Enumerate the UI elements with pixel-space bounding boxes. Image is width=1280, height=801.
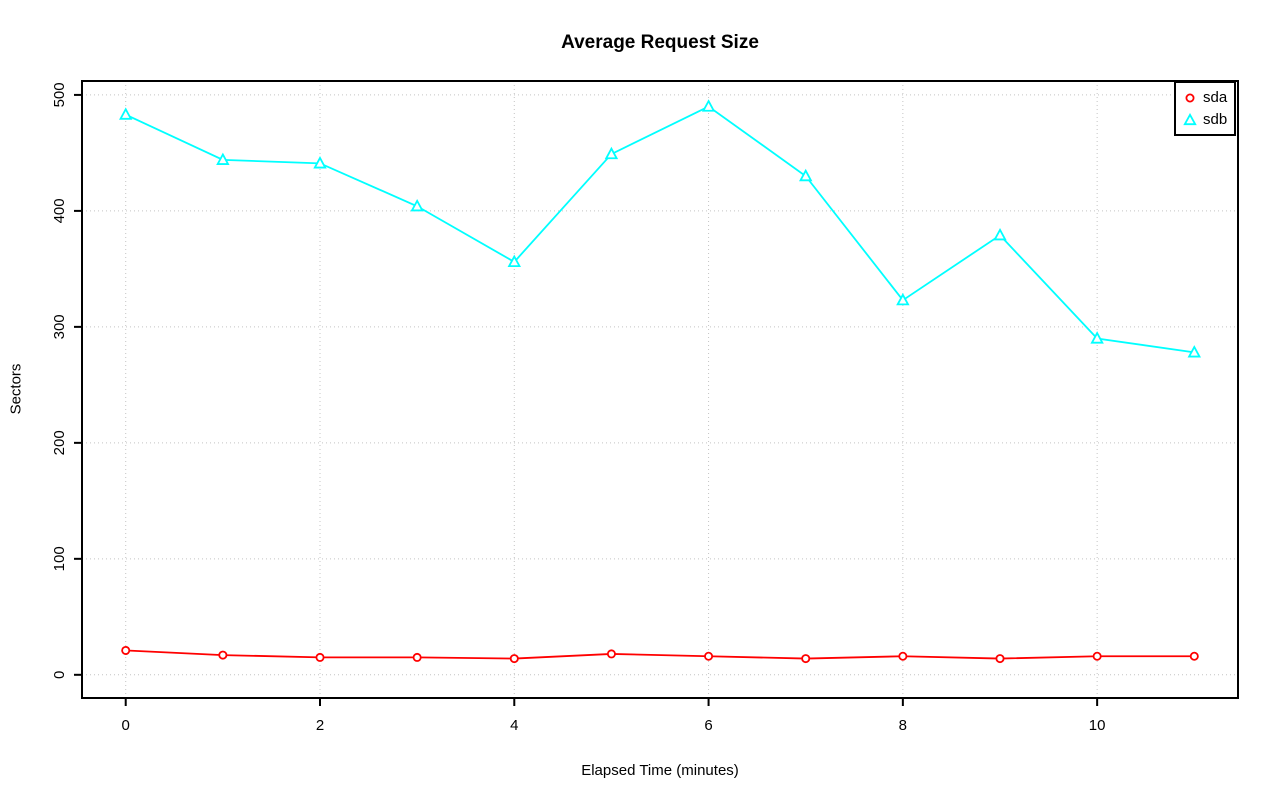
y-tick-label: 300 <box>51 314 68 339</box>
marker-sda <box>315 652 325 662</box>
marker-sdb <box>604 146 619 160</box>
y-tick-label: 500 <box>51 82 68 107</box>
legend-label-sda: sda <box>1203 89 1228 106</box>
marker-sda <box>801 654 811 664</box>
marker-sdb <box>1090 331 1104 344</box>
x-axis-label: Elapsed Time (minutes) <box>581 762 739 779</box>
marker-sda <box>218 650 228 660</box>
y-tick-label: 0 <box>51 671 68 679</box>
series-line-sdb <box>125 105 1195 354</box>
marker-sda <box>898 651 908 661</box>
marker-sdb <box>216 152 230 165</box>
y-tick-label: 100 <box>51 546 68 571</box>
x-tick-label: 2 <box>316 717 324 734</box>
y-tick-label: 400 <box>51 198 68 223</box>
marker-sda <box>995 654 1005 664</box>
marker-sdb <box>993 227 1007 241</box>
marker-sdb <box>1187 345 1202 358</box>
series-line-sda <box>125 649 1195 660</box>
marker-sda <box>704 651 714 661</box>
marker-sdb <box>119 107 133 120</box>
chart-title: Average Request Size <box>561 32 759 53</box>
x-tick-label: 6 <box>704 717 712 734</box>
x-tick-label: 0 <box>122 717 130 734</box>
legend-label-sdb: sdb <box>1203 111 1228 128</box>
sda-circle-marker-icon <box>1185 93 1195 102</box>
marker-sda <box>412 652 422 662</box>
legend-item-sda: sda <box>1183 89 1234 107</box>
marker-sda <box>509 654 519 664</box>
x-tick-label: 8 <box>899 717 907 734</box>
x-tick-label: 4 <box>510 717 518 734</box>
marker-sdb <box>701 99 716 112</box>
x-tick-label: 10 <box>1089 717 1106 734</box>
marker-sdb <box>896 292 910 306</box>
marker-sda <box>1092 651 1102 661</box>
marker-sda <box>121 645 131 655</box>
legend: sda sdb <box>1174 81 1236 136</box>
y-axis-label: Sectors <box>7 363 25 415</box>
marker-sda <box>606 649 616 659</box>
sdb-triangle-marker-icon <box>1183 112 1197 125</box>
plot-frame <box>81 80 1239 699</box>
marker-sda <box>1189 651 1199 661</box>
marker-sdb <box>410 198 424 212</box>
marker-sdb <box>507 254 521 268</box>
marker-sdb <box>313 156 327 169</box>
y-tick-label: 200 <box>51 430 68 455</box>
legend-item-sdb: sdb <box>1183 111 1234 129</box>
marker-sdb <box>799 168 813 182</box>
